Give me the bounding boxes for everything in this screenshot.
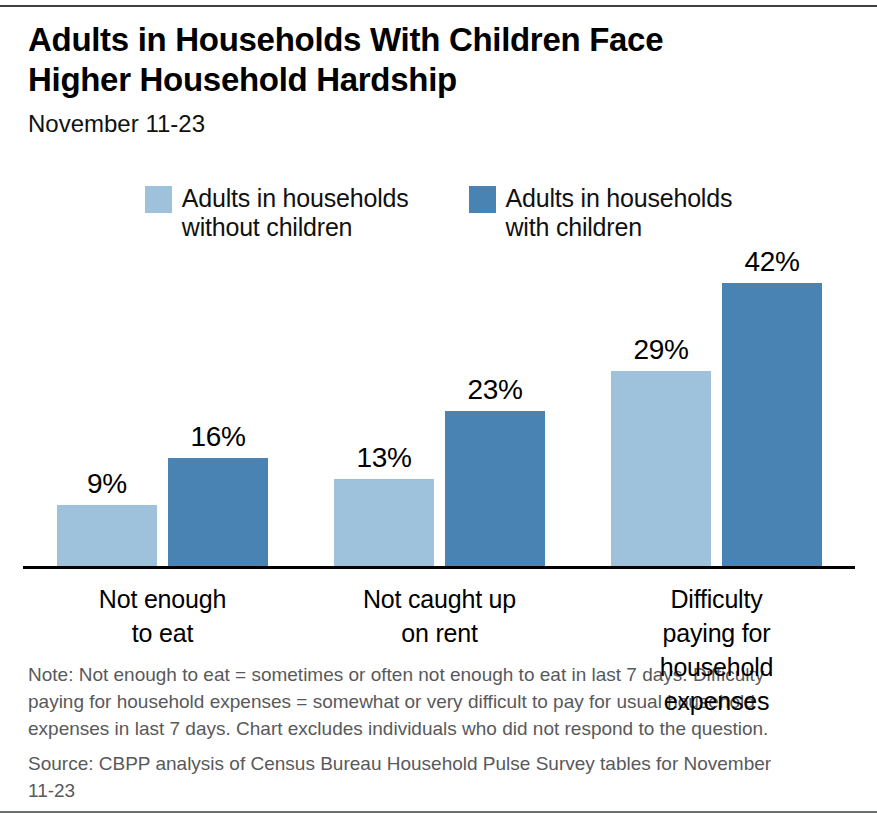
value-label: 29% — [633, 335, 688, 365]
bar-column: 13% — [334, 443, 434, 567]
bar-column: 42% — [722, 247, 822, 566]
bar — [334, 479, 434, 567]
category-labels: Not enough to eatNot caught up on rentDi… — [23, 582, 855, 650]
value-label: 42% — [744, 247, 799, 277]
bar-column: 29% — [611, 335, 711, 566]
chart-title: Adults in Households With Children Face … — [28, 20, 718, 100]
bar-group: 13% 23% — [334, 375, 545, 566]
chart-subtitle: November 11-23 — [28, 109, 849, 139]
legend: Adults in households without children Adu… — [0, 184, 877, 242]
bar — [445, 411, 545, 566]
bar — [168, 458, 268, 566]
category-label: Not enough to eat — [99, 582, 226, 650]
value-label: 9% — [87, 469, 127, 499]
value-label: 16% — [190, 422, 245, 452]
bar — [611, 371, 711, 566]
legend-item: Adults in households without children — [145, 184, 409, 242]
source-text: Source: CBPP analysis of Census Bureau H… — [28, 750, 798, 804]
category-label: Difficulty paying for household expenses — [647, 582, 786, 718]
legend-item-label: Adults in households with children — [506, 184, 733, 242]
bar-column: 23% — [445, 375, 545, 566]
x-axis-line — [23, 566, 855, 569]
bar — [722, 283, 822, 566]
chart-card: Adults in Households With Children Face … — [0, 0, 877, 813]
value-label: 13% — [356, 443, 411, 473]
bar-chart: 9% 16% 13% 23% 29% 42% — [23, 244, 855, 566]
legend-swatch — [469, 186, 496, 213]
bar-column: 9% — [57, 469, 157, 566]
category-label: Not caught up on rent — [363, 582, 516, 650]
legend-swatch — [145, 186, 172, 213]
top-divider — [0, 5, 877, 7]
bar — [57, 505, 157, 566]
bar-column: 16% — [168, 422, 268, 566]
legend-item: Adults in households with children — [469, 184, 733, 242]
value-label: 23% — [467, 375, 522, 405]
legend-item-label: Adults in households without children — [182, 184, 409, 242]
bar-group: 9% 16% — [57, 422, 268, 566]
bar-group: 29% 42% — [611, 247, 822, 566]
